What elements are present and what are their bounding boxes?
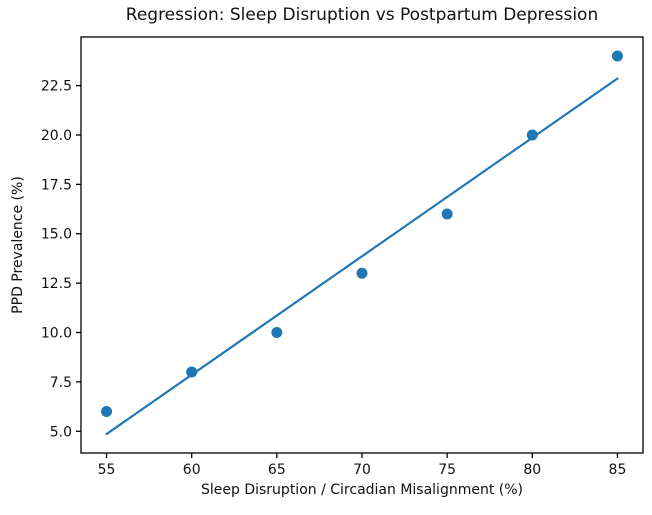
x-tick-label: 80 bbox=[523, 462, 541, 478]
chart-title: Regression: Sleep Disruption vs Postpart… bbox=[125, 5, 599, 25]
y-tick-label: 5.0 bbox=[50, 424, 72, 440]
x-axis-label: Sleep Disruption / Circadian Misalignmen… bbox=[201, 482, 523, 498]
y-tick-label: 17.5 bbox=[41, 177, 72, 193]
x-tick-label: 60 bbox=[183, 462, 201, 478]
y-tick-label: 15.0 bbox=[41, 227, 72, 243]
y-tick-label: 20.0 bbox=[41, 128, 72, 144]
y-tick-label: 10.0 bbox=[41, 326, 72, 342]
scatter-point bbox=[356, 267, 368, 279]
x-tick-label: 70 bbox=[353, 462, 371, 478]
y-tick-label: 22.5 bbox=[41, 79, 72, 95]
y-tick-label: 12.5 bbox=[41, 276, 72, 292]
y-tick-label: 7.5 bbox=[50, 375, 72, 391]
scatter-point bbox=[441, 208, 453, 220]
y-axis-label: PPD Prevalence (%) bbox=[10, 176, 26, 314]
scatter-point bbox=[101, 406, 113, 418]
scatter-point bbox=[271, 327, 283, 339]
x-tick-label: 65 bbox=[268, 462, 286, 478]
x-tick-label: 85 bbox=[609, 462, 627, 478]
x-tick-label: 55 bbox=[98, 462, 116, 478]
plot-frame bbox=[80, 36, 644, 454]
scatter-point bbox=[186, 366, 198, 378]
regression-line bbox=[105, 77, 619, 436]
scatter-point bbox=[611, 50, 623, 62]
scatter-point bbox=[526, 129, 538, 141]
x-tick-label: 75 bbox=[438, 462, 456, 478]
